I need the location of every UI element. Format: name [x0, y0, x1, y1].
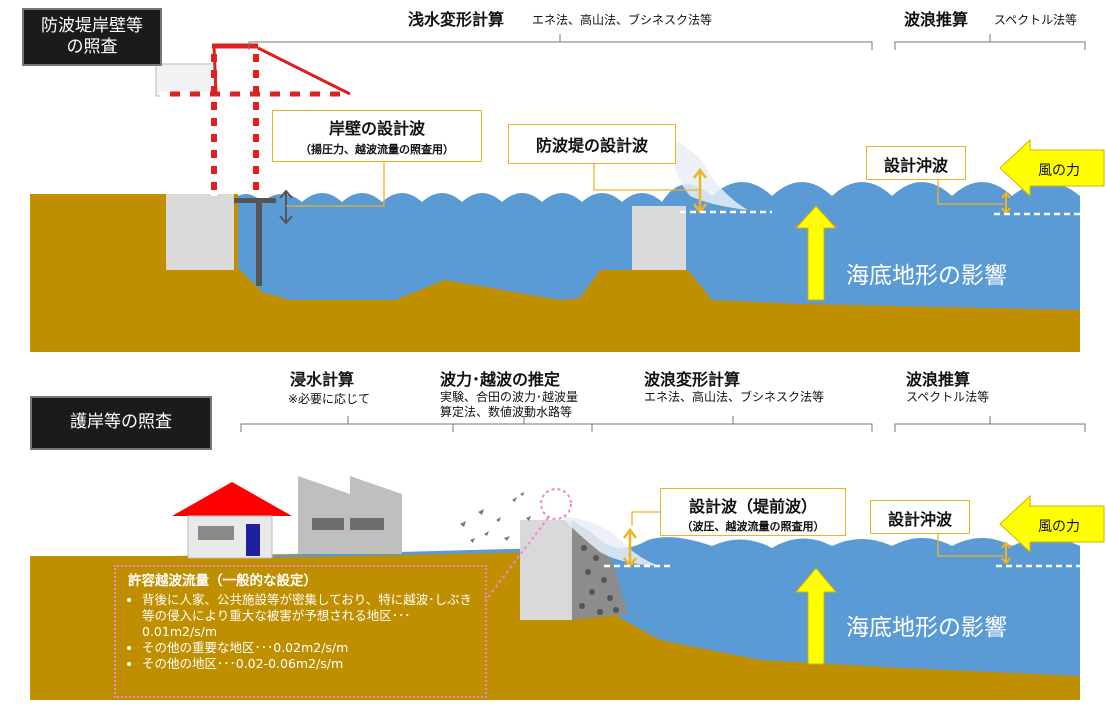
- bracket-deformation: [591, 416, 873, 432]
- top-panel-title: 防波堤岸壁等 の照査: [22, 8, 162, 66]
- bracket-forecast: [894, 416, 1086, 432]
- list-item: その他の重要な地区･･･0.02m2/s/m: [142, 640, 477, 656]
- up-arrow-icon: [794, 205, 838, 301]
- small-double-arrow-icon: [1001, 541, 1011, 565]
- design-wave-title-bottom: 設計波（堤前波）: [688, 497, 817, 516]
- list-item: その他の地区･･･0.02-0.06m2/s/m: [142, 656, 477, 672]
- offshore-wave-box-top: 設計沖波: [866, 146, 966, 180]
- shallow-water-methods: エネ法、高山法、ブシネスク法等: [532, 13, 713, 27]
- inundation-title: 浸水計算: [290, 370, 355, 389]
- bottom-panel: [30, 416, 1105, 700]
- design-wave-box-bottom: 設計波（堤前波） （波圧、越波流量の照査用）: [660, 488, 846, 536]
- list-item: 背後に人家、公共施設等が密集しており、特に越波･しぶき等の侵入により重大な被害が…: [142, 592, 477, 640]
- allowable-overtopping-list: 背後に人家、公共施設等が密集しており、特に越波･しぶき等の侵入により重大な被害が…: [128, 592, 477, 672]
- shallow-water-title: 浅水変形計算: [408, 10, 505, 29]
- allowable-overtopping-box: 許容越波流量（一般的な設定） 背後に人家、公共施設等が密集しており、特に越波･し…: [114, 565, 487, 698]
- spray-highlight: [540, 488, 572, 520]
- inundation-note: ※必要に応じて: [288, 392, 371, 406]
- wave-forecast-title-top: 波浪推算: [904, 10, 969, 29]
- callout-line: [631, 511, 664, 526]
- wave-forecast-methods-top: スペクトル法等: [994, 13, 1078, 27]
- overtopping-methods-1: 実験、合田の波力･越波量: [440, 390, 579, 404]
- bracket-shallow: [248, 34, 873, 50]
- wind-label-top: 風の力: [1038, 163, 1080, 179]
- callout-line: [593, 164, 698, 191]
- top-panel: [30, 34, 1105, 352]
- spray: [668, 138, 748, 210]
- rubble-stones: [579, 545, 619, 615]
- factory-icon: [298, 476, 402, 554]
- overtopping-methods-2: 算定法、数値波動水路等: [440, 405, 573, 419]
- wind-arrow-icon: [999, 138, 1105, 198]
- seabed-label-top: 海底地形の影響: [846, 263, 1007, 289]
- spray: [560, 516, 660, 566]
- double-arrow-icon: [279, 189, 293, 225]
- quay-design-wave-title: 岸壁の設計波: [328, 119, 425, 138]
- overtopping-title: 波力･越波の推定: [440, 370, 561, 389]
- offshore-wave-box-bottom: 設計沖波: [870, 500, 970, 534]
- seabed-label-bottom: 海底地形の影響: [846, 615, 1007, 641]
- deformation-methods: エネ法、高山法、ブシネスク法等: [644, 390, 825, 404]
- allowable-overtopping-title: 許容越波流量（一般的な設定）: [128, 573, 317, 589]
- breakwater-block: [632, 206, 686, 270]
- breakwater-design-wave-box: 防波堤の設計波: [508, 124, 676, 164]
- wind-label-bottom: 風の力: [1038, 519, 1080, 535]
- wave-forecast-methods-bottom: スペクトル法等: [906, 390, 990, 404]
- bracket-forecast: [894, 34, 1086, 50]
- design-wave-sub-bottom: （波圧、越波流量の照査用）: [681, 520, 825, 533]
- seawall-block: [520, 520, 572, 620]
- quay-wall: [256, 202, 262, 286]
- wind-arrow-icon: [999, 494, 1105, 554]
- quay-block: [166, 194, 234, 270]
- callout-line: [937, 532, 1004, 557]
- wave-forecast-title-bottom: 波浪推算: [906, 370, 971, 389]
- quay-design-wave-sub: （揚圧力、越波流量の照査用）: [300, 143, 454, 156]
- bottom-ground: [30, 550, 1080, 700]
- house-icon: [172, 482, 292, 559]
- up-arrow-icon: [794, 567, 838, 665]
- spray-particles: [460, 492, 531, 543]
- crane-icon: [155, 43, 351, 196]
- bottom-panel-title: 護岸等の照査: [30, 396, 212, 450]
- callout-line: [937, 180, 1004, 205]
- quay-design-wave-box: 岸壁の設計波 （揚圧力、越波流量の照査用）: [272, 110, 482, 162]
- quay-deck: [234, 198, 276, 203]
- bracket-inundation: [240, 416, 454, 432]
- callout-line: [286, 162, 385, 207]
- top-ground: [30, 194, 1080, 352]
- spray-pointer: [485, 517, 549, 601]
- deformation-title: 波浪変形計算: [644, 370, 741, 389]
